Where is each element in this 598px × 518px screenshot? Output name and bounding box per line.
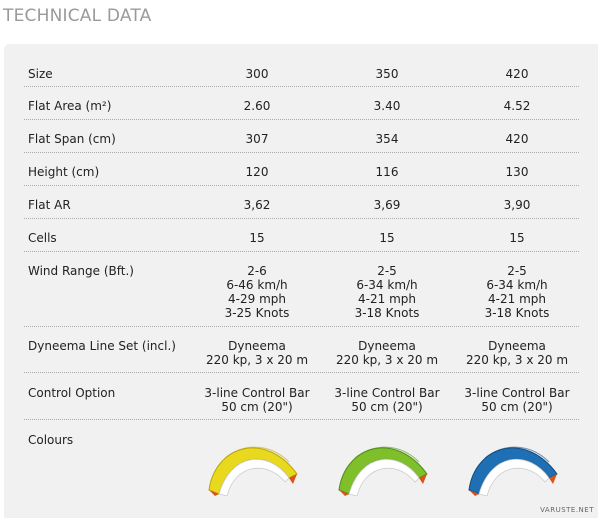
cell-420: 4.52 bbox=[503, 99, 531, 113]
cell-300: 307 bbox=[245, 132, 269, 146]
cell-420: 3-line Control Bar 50 cm (20") bbox=[464, 386, 570, 414]
watermark: VARUSTE.NET bbox=[540, 506, 594, 514]
row-label: Control Option bbox=[28, 386, 116, 400]
cell-350: 3.40 bbox=[373, 99, 401, 113]
row-label: Colours bbox=[28, 433, 74, 447]
cell-300: 120 bbox=[245, 165, 269, 179]
cell-350: 2-5 6-34 km/h 4-21 mph 3-18 Knots bbox=[354, 264, 420, 320]
cell-300: 15 bbox=[249, 231, 265, 245]
kite-tip bbox=[209, 490, 219, 496]
kite-rib bbox=[484, 446, 550, 463]
kite-trailing-edge bbox=[218, 458, 290, 496]
cell-350: 15 bbox=[379, 231, 395, 245]
kite-tip bbox=[289, 474, 297, 484]
kite-tip bbox=[469, 490, 479, 496]
kite-tip bbox=[339, 490, 349, 496]
row-label: Flat Area (m²) bbox=[28, 99, 112, 113]
table-row-line-set: Dyneema Line Set (incl.) Dyneema 220 kp,… bbox=[24, 327, 579, 373]
kite-tip bbox=[419, 474, 427, 484]
cell-420: 130 bbox=[505, 165, 529, 179]
table-row-cells: Cells 15 15 15 bbox=[24, 219, 579, 252]
green-kite-image bbox=[338, 446, 428, 496]
table-row-control-option: Control Option 3-line Control Bar 50 cm … bbox=[24, 373, 579, 420]
row-label: Dyneema Line Set (incl.) bbox=[28, 339, 176, 353]
cell-300: 3,62 bbox=[243, 198, 271, 212]
cell-300: 2.60 bbox=[243, 99, 271, 113]
kite-rib bbox=[354, 446, 420, 463]
cell-350: 116 bbox=[375, 165, 399, 179]
cell-350: 354 bbox=[375, 132, 399, 146]
page-title: TECHNICAL DATA bbox=[3, 6, 152, 26]
kite-trailing-edge bbox=[348, 458, 420, 496]
kite-trailing-edge bbox=[478, 458, 550, 496]
row-label: Height (cm) bbox=[28, 165, 100, 179]
row-label: Flat AR bbox=[28, 198, 71, 212]
spec-table: Size 300 350 420 Flat Area (m²) 2.60 3.4… bbox=[4, 44, 598, 518]
row-label: Flat Span (cm) bbox=[28, 132, 116, 146]
table-row-size: Size 300 350 420 bbox=[24, 52, 579, 87]
kite-tip bbox=[549, 474, 557, 484]
cell-420: 420 bbox=[505, 67, 529, 81]
table-row-height: Height (cm) 120 116 130 bbox=[24, 153, 579, 186]
cell-420: 3,90 bbox=[503, 198, 531, 212]
cell-420: 2-5 6-34 km/h 4-21 mph 3-18 Knots bbox=[484, 264, 550, 320]
table-row-wind-range: Wind Range (Bft.) 2-6 6-46 km/h 4-29 mph… bbox=[24, 252, 579, 327]
cell-420: Dyneema 220 kp, 3 x 20 m bbox=[465, 339, 569, 367]
table-row-flat-area: Flat Area (m²) 2.60 3.40 4.52 bbox=[24, 87, 579, 120]
row-label: Cells bbox=[28, 231, 57, 245]
cell-300: 3-line Control Bar 50 cm (20") bbox=[204, 386, 310, 414]
row-label: Size bbox=[28, 67, 53, 81]
row-label: Wind Range (Bft.) bbox=[28, 264, 134, 278]
cell-300: 2-6 6-46 km/h 4-29 mph 3-25 Knots bbox=[224, 264, 290, 320]
cell-350: 3-line Control Bar 50 cm (20") bbox=[334, 386, 440, 414]
cell-350: Dyneema 220 kp, 3 x 20 m bbox=[335, 339, 439, 367]
cell-300: Dyneema 220 kp, 3 x 20 m bbox=[205, 339, 309, 367]
blue-kite-image bbox=[468, 446, 558, 496]
table-row-colours: Colours bbox=[24, 420, 579, 510]
kite-rib bbox=[224, 446, 290, 463]
table-row-flat-span: Flat Span (cm) 307 354 420 bbox=[24, 120, 579, 153]
cell-420: 420 bbox=[505, 132, 529, 146]
cell-300: 300 bbox=[245, 67, 269, 81]
cell-350: 350 bbox=[375, 67, 399, 81]
cell-350: 3,69 bbox=[373, 198, 401, 212]
cell-420: 15 bbox=[509, 231, 525, 245]
table-row-flat-ar: Flat AR 3,62 3,69 3,90 bbox=[24, 186, 579, 219]
yellow-kite-image bbox=[208, 446, 298, 496]
